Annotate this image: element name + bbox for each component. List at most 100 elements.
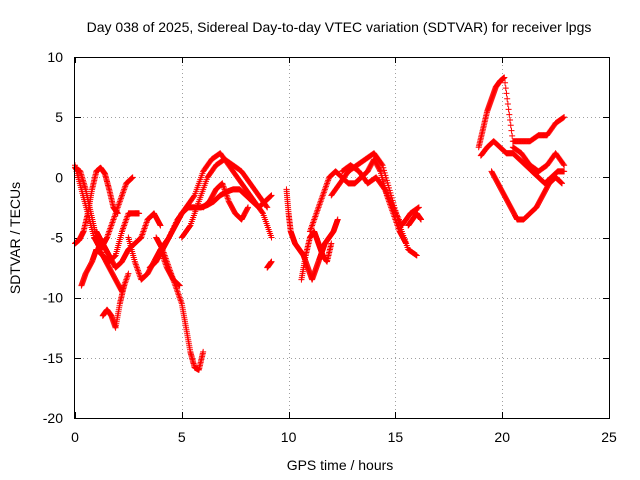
data-point (136, 210, 143, 217)
data-point (382, 172, 389, 179)
data-point (561, 168, 568, 175)
data-point (503, 90, 510, 97)
data-point (559, 115, 566, 122)
data-point (385, 182, 392, 189)
data-point (114, 210, 121, 217)
series-t3 (72, 164, 121, 247)
data-point (415, 204, 422, 211)
series-t14 (283, 186, 341, 283)
data-point (561, 114, 568, 121)
x-tick-label: 0 (71, 429, 79, 445)
plot-frame (74, 57, 610, 419)
data-point (504, 101, 511, 108)
data-point (103, 235, 110, 242)
data-point (268, 234, 275, 241)
data-point (505, 106, 512, 113)
series-t11 (178, 156, 271, 241)
data-point (156, 221, 163, 228)
series-t10 (157, 150, 275, 253)
data-points (72, 74, 568, 373)
x-axis-label: GPS time / hours (287, 457, 394, 473)
data-point (413, 252, 420, 259)
data-point (381, 169, 388, 176)
data-point (268, 192, 275, 199)
data-point (501, 74, 508, 81)
data-point (561, 162, 568, 169)
data-point (504, 95, 511, 102)
data-point (558, 179, 565, 186)
series-t15 (298, 228, 335, 283)
y-tick-label: -5 (51, 230, 64, 246)
series-t20 (475, 74, 568, 151)
series-t21 (477, 138, 568, 187)
data-point (334, 216, 341, 223)
data-point (129, 174, 136, 181)
data-point (383, 177, 390, 184)
x-tick-label: 15 (388, 429, 404, 445)
data-point (190, 193, 197, 200)
data-point (560, 114, 567, 121)
data-point (328, 240, 335, 247)
data-point (507, 122, 514, 129)
data-point (385, 184, 392, 191)
data-point (263, 203, 270, 210)
series-t22 (488, 168, 566, 223)
y-tick-label: 10 (47, 49, 63, 65)
series-t17 (328, 150, 420, 259)
data-point (384, 179, 391, 186)
series-t12 (200, 180, 252, 223)
data-point (560, 161, 567, 168)
data-point (112, 253, 119, 260)
y-tick-label: 5 (55, 109, 63, 125)
data-point (267, 193, 274, 200)
data-point (509, 132, 516, 139)
series-t5 (99, 282, 128, 331)
data-point (381, 167, 388, 174)
data-point (245, 204, 252, 211)
data-point (379, 162, 386, 169)
chart-title: Day 038 of 2025, Sidereal Day-to-day VTE… (87, 19, 592, 35)
data-point (378, 161, 385, 168)
y-tick-label: 0 (55, 169, 63, 185)
data-point (412, 251, 419, 258)
data-point (125, 270, 132, 277)
data-point (244, 205, 251, 212)
data-point (267, 192, 274, 199)
data-point (502, 85, 509, 92)
series-t18 (339, 162, 422, 229)
y-tick-label: -15 (43, 350, 63, 366)
data-point (506, 111, 513, 118)
data-point (414, 205, 421, 212)
data-point (186, 223, 193, 230)
data-point (128, 175, 135, 182)
data-point (176, 282, 183, 289)
data-point (507, 116, 514, 123)
x-tick-label: 25 (601, 429, 617, 445)
x-tick-label: 10 (281, 429, 297, 445)
x-tick-label: 20 (494, 429, 510, 445)
data-point (175, 281, 182, 288)
data-point (557, 179, 564, 186)
data-point (380, 164, 387, 171)
data-point (415, 204, 422, 211)
data-point (387, 189, 394, 196)
data-point (121, 282, 128, 289)
data-point (502, 79, 509, 86)
data-point (386, 187, 393, 194)
data-point (508, 127, 515, 134)
data-point (268, 258, 275, 265)
data-point (559, 180, 566, 187)
data-point (200, 348, 207, 355)
axis-ticks: 0 5 10 15 20 25 -20 -15 -10 -5 0 5 10 (43, 49, 617, 445)
data-point (381, 185, 388, 192)
data-point (129, 174, 136, 181)
series-t13 (264, 258, 275, 271)
data-point (418, 216, 425, 223)
y-tick-label: -10 (43, 290, 63, 306)
data-point (157, 222, 164, 229)
data-point (259, 209, 266, 216)
data-point (165, 235, 172, 242)
data-point (383, 174, 390, 181)
series-t19 (405, 210, 425, 229)
